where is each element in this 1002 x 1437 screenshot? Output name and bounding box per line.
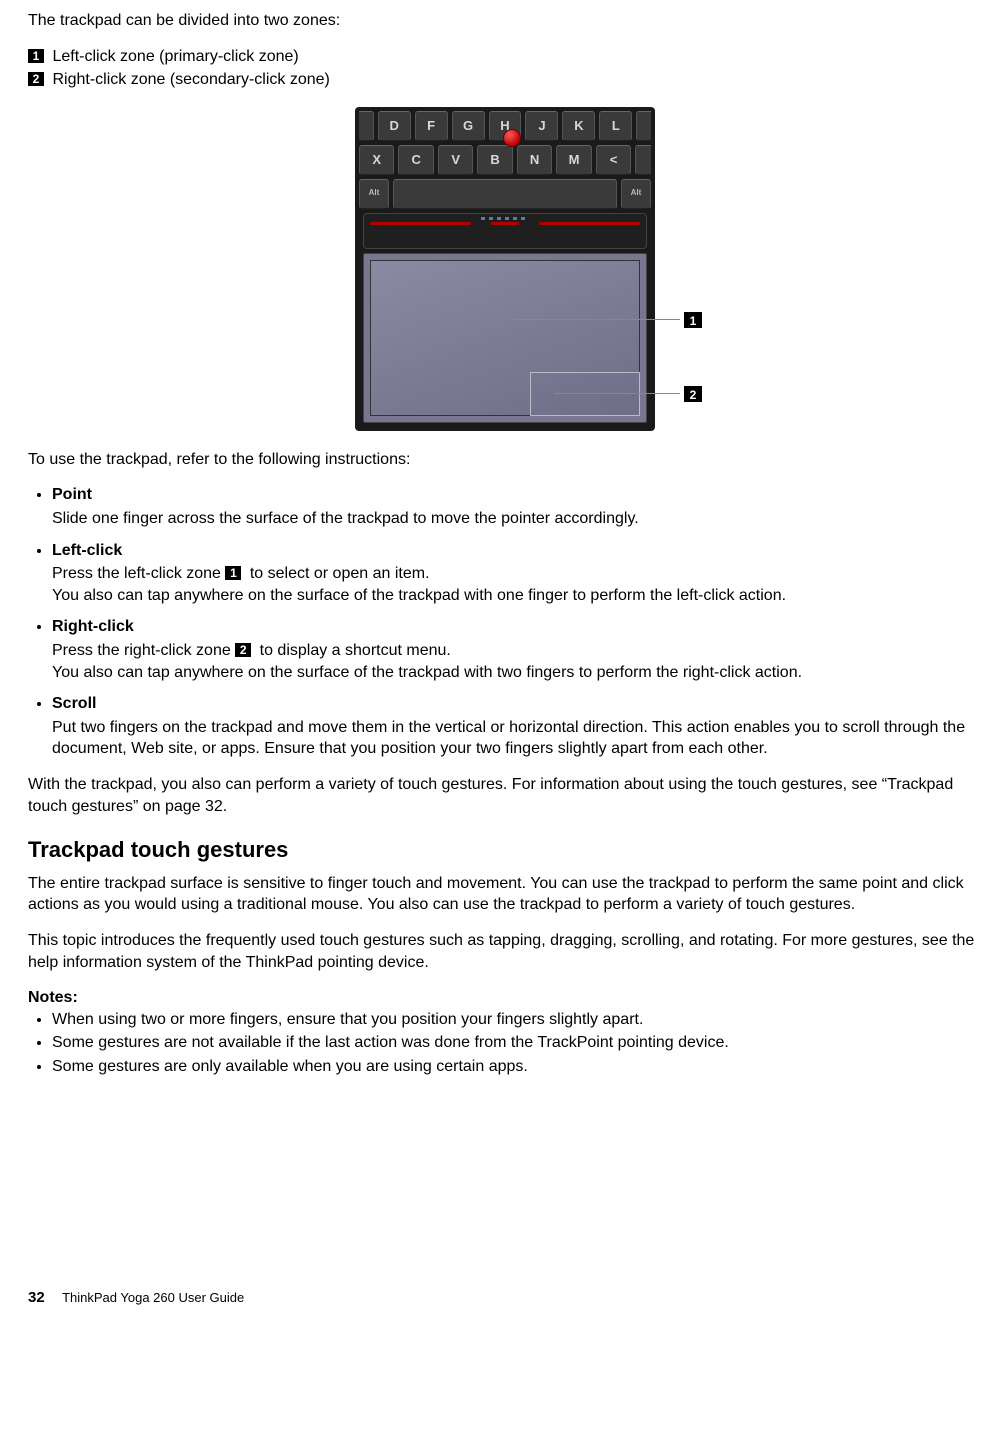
key-j: J bbox=[525, 111, 558, 141]
key-l: L bbox=[599, 111, 632, 141]
scroll-heading: Scroll bbox=[52, 693, 982, 715]
key-m: M bbox=[556, 145, 591, 175]
key-partial bbox=[635, 145, 651, 175]
intro-text: The trackpad can be divided into two zon… bbox=[28, 10, 982, 32]
left-click-heading: Left-click bbox=[52, 540, 982, 562]
document-title: ThinkPad Yoga 260 User Guide bbox=[62, 1290, 244, 1305]
notes-heading: Notes: bbox=[28, 987, 982, 1009]
instruction-right-click: Right-click Press the right-click zone 2… bbox=[52, 616, 982, 683]
instructions-lead: To use the trackpad, refer to the follow… bbox=[28, 449, 982, 471]
inline-number-1-icon: 1 bbox=[225, 566, 241, 580]
scroll-text: Put two fingers on the trackpad and move… bbox=[52, 717, 982, 760]
key-k: K bbox=[562, 111, 595, 141]
key-c: C bbox=[398, 145, 433, 175]
trackpoint-button-middle bbox=[485, 214, 525, 248]
zone-2-label: Right-click zone (secondary-click zone) bbox=[52, 71, 329, 88]
section-heading-gestures: Trackpad touch gestures bbox=[28, 835, 982, 865]
gestures-paragraph-1: The entire trackpad surface is sensitive… bbox=[28, 873, 982, 916]
key-n: N bbox=[517, 145, 552, 175]
instruction-scroll: Scroll Put two fingers on the trackpad a… bbox=[52, 693, 982, 760]
key-comma: < bbox=[596, 145, 631, 175]
note-item: Some gestures are only available when yo… bbox=[52, 1056, 982, 1078]
right-click-text: Press the right-click zone 2 to display … bbox=[52, 640, 982, 683]
note-item: When using two or more fingers, ensure t… bbox=[52, 1009, 982, 1031]
right-click-heading: Right-click bbox=[52, 616, 982, 638]
point-heading: Point bbox=[52, 484, 982, 506]
gestures-crossref: With the trackpad, you also can perform … bbox=[28, 774, 982, 817]
zone-1-number-icon: 1 bbox=[28, 49, 44, 63]
callout-1-number-icon: 1 bbox=[684, 312, 702, 328]
trackpoint-button-left bbox=[364, 214, 485, 248]
left-click-text: Press the left-click zone 1 to select or… bbox=[52, 563, 982, 606]
page-number: 32 bbox=[28, 1289, 45, 1306]
zone-1-label: Left-click zone (primary-click zone) bbox=[52, 48, 298, 65]
key-partial bbox=[359, 111, 374, 141]
key-space bbox=[393, 179, 617, 209]
trackpoint-icon bbox=[503, 129, 521, 147]
keyboard-assembly-illustration: D F G H J K L X C V B N M < Alt bbox=[355, 107, 655, 431]
instruction-left-click: Left-click Press the left-click zone 1 t… bbox=[52, 540, 982, 607]
trackpoint-button-right bbox=[525, 214, 646, 248]
callout-2-number-icon: 2 bbox=[684, 386, 702, 402]
key-alt-left: Alt bbox=[359, 179, 389, 209]
zone-definitions: 1 Left-click zone (primary-click zone) 2… bbox=[28, 46, 982, 91]
key-x: X bbox=[359, 145, 394, 175]
key-v: V bbox=[438, 145, 473, 175]
trackpoint-buttons bbox=[363, 213, 647, 249]
inline-number-2-icon: 2 bbox=[235, 643, 251, 657]
key-partial bbox=[636, 111, 651, 141]
page-footer: 32 ThinkPad Yoga 260 User Guide bbox=[28, 1288, 982, 1308]
key-d: D bbox=[378, 111, 411, 141]
callout-1: 1 bbox=[514, 312, 702, 328]
trackpad-figure: D F G H J K L X C V B N M < Alt bbox=[28, 107, 982, 431]
notes-list: When using two or more fingers, ensure t… bbox=[28, 1009, 982, 1078]
point-text: Slide one finger across the surface of t… bbox=[52, 508, 982, 530]
key-b: B bbox=[477, 145, 512, 175]
instruction-list: Point Slide one finger across the surfac… bbox=[28, 484, 982, 760]
trackpad-illustration: 1 2 bbox=[363, 253, 647, 423]
key-alt-right: Alt bbox=[621, 179, 651, 209]
instruction-point: Point Slide one finger across the surfac… bbox=[52, 484, 982, 529]
note-item: Some gestures are not available if the l… bbox=[52, 1032, 982, 1054]
key-f: F bbox=[415, 111, 448, 141]
callout-2: 2 bbox=[554, 386, 702, 402]
zone-2-number-icon: 2 bbox=[28, 72, 44, 86]
key-g: G bbox=[452, 111, 485, 141]
gestures-paragraph-2: This topic introduces the frequently use… bbox=[28, 930, 982, 973]
